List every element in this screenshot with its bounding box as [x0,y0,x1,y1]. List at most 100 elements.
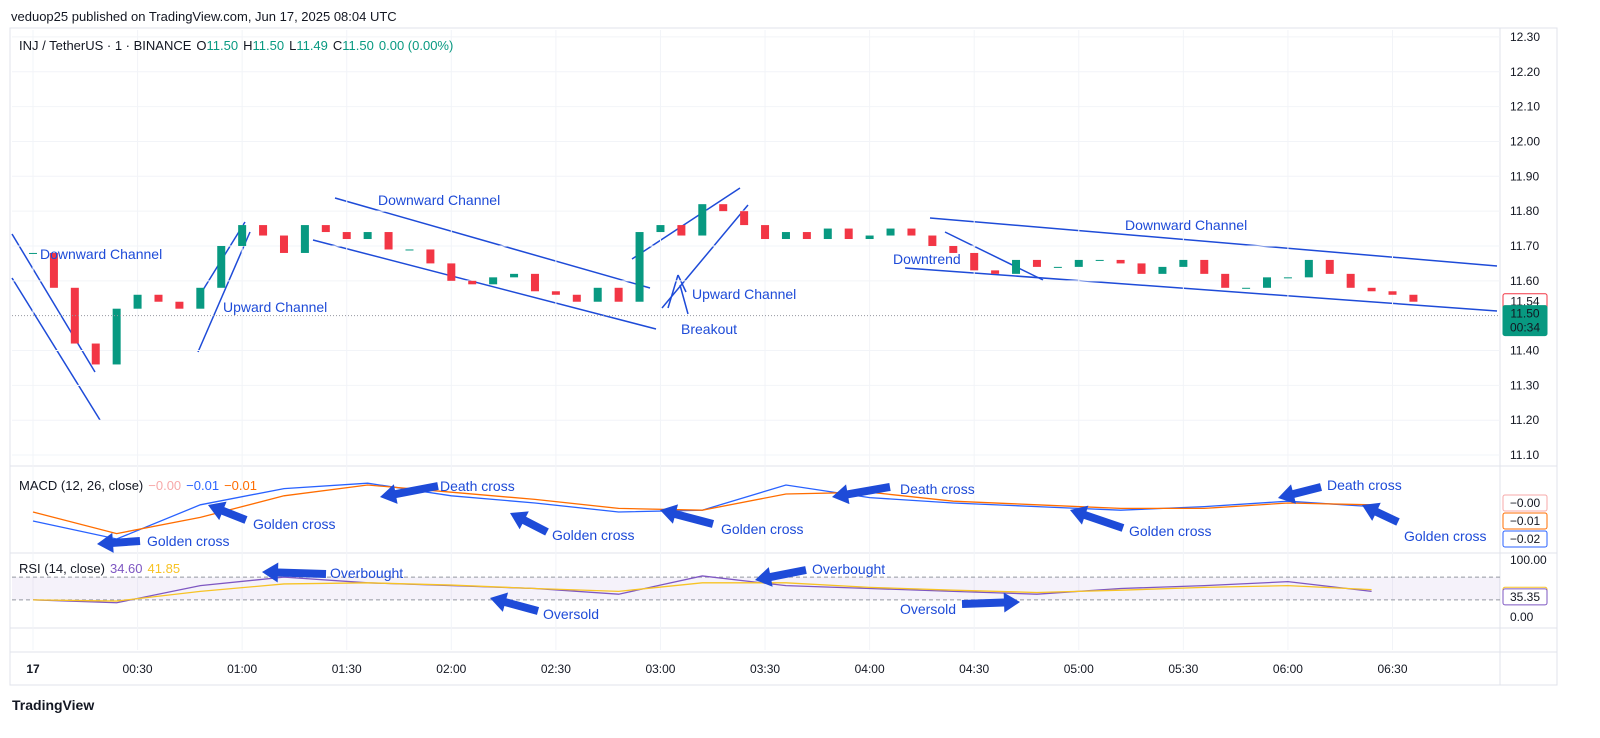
candle [1095,259,1104,261]
candle [1032,259,1041,267]
candle [1053,266,1062,268]
ohlc-key: L [289,38,296,53]
annotation: Oversold [900,601,956,617]
arrow [755,566,807,587]
price-label: −0.02 [1510,532,1541,546]
x-tick-label: 06:30 [1377,662,1407,676]
candle [572,294,581,302]
ohlc-value: 11.50 [342,38,374,53]
candle [1367,287,1376,292]
indicator-line [32,575,1372,604]
countdown: 00:34 [1510,321,1540,335]
candle [719,204,728,212]
x-tick-label: 00:30 [123,662,153,676]
x-tick-label: 04:30 [959,662,989,676]
candle [551,291,560,295]
candle [154,294,163,302]
candle [29,252,37,254]
ohlc-key: O [196,38,206,53]
candle [91,343,100,365]
candle [614,287,623,302]
indicator-title: RSI (14, close) [19,561,105,576]
y-tick-label: 11.60 [1510,274,1539,288]
arrow [490,592,540,615]
annotation: Golden cross [1404,528,1486,544]
candle [991,270,1000,274]
arrow [510,511,549,536]
arrow [832,483,891,505]
candle [1242,287,1251,289]
x-tick-label: 03:00 [645,662,675,676]
arrow [961,592,1020,613]
candle [698,204,707,236]
candle [677,225,686,236]
legend-value: −0.00 [148,478,181,493]
indicator-legend: RSI (14, close) 34.60 41.85 [19,561,180,576]
price-label-box [1502,305,1548,337]
candle [949,245,958,253]
candle [1263,277,1272,288]
price-label-box [1502,512,1548,530]
candle [656,225,665,233]
x-tick-label: 01:00 [227,662,257,676]
annotation: Downward Channel [40,246,162,262]
candle [1325,259,1334,274]
symbol: INJ / TetherUS · 1 · BINANCE [19,38,192,53]
candle [70,287,79,344]
candle [593,287,602,302]
candle [49,252,58,288]
candle [1137,263,1146,274]
candle [133,294,142,309]
price-label-box [1502,494,1548,512]
annotation: Upward Channel [692,286,796,302]
candle [970,252,979,271]
candle [928,235,937,246]
arrow [97,532,141,553]
arrow [1070,505,1125,532]
arrow [660,504,715,528]
y-tick-label: 11.30 [1510,378,1539,392]
annotation: Overbought [330,565,403,581]
annotation: Downward Channel [378,192,500,208]
ohlc-value: 11.50 [253,38,285,53]
y-tick-label: 11.80 [1510,204,1539,218]
candle [530,273,539,292]
price-label: −0.00 [1510,496,1541,510]
candle [175,301,184,309]
candle [740,211,749,226]
annotation: Death cross [900,481,975,497]
indicator-title: MACD (12, 26, close) [19,478,143,493]
candle [468,280,477,285]
annotation: Death cross [440,478,515,494]
y-tick-label: 11.40 [1510,344,1539,358]
y-tick-label: 12.30 [1510,30,1540,44]
arrow [380,482,439,504]
y-tick-label: 11.10 [1510,448,1539,462]
annotation: Downtrend [893,251,961,267]
trend-lines [11,187,1498,421]
candle [823,228,832,240]
candle [1200,259,1209,274]
price-label-box [1502,530,1548,548]
candle [196,287,205,309]
candle [384,232,393,250]
candle [1116,259,1125,264]
legend-value: −0.01 [224,478,257,493]
annotation: Downward Channel [1125,217,1247,233]
change: 0.00 (0.00%) [379,38,453,53]
price-label: 35.35 [1510,590,1540,604]
footer-logo: TradingView [12,697,94,713]
price-label: 11.50 [1510,307,1539,321]
x-tick-label: 03:30 [750,662,780,676]
annotation: Oversold [543,606,599,622]
candle [510,273,519,278]
annotation: Upward Channel [223,299,327,315]
candle [1012,259,1021,274]
y-tick-label: 12.10 [1510,100,1540,114]
x-tick-label: 02:30 [541,662,571,676]
candle [1221,273,1230,288]
candle [1283,277,1292,279]
candle [259,225,268,236]
ohlc-key: C [333,38,342,53]
